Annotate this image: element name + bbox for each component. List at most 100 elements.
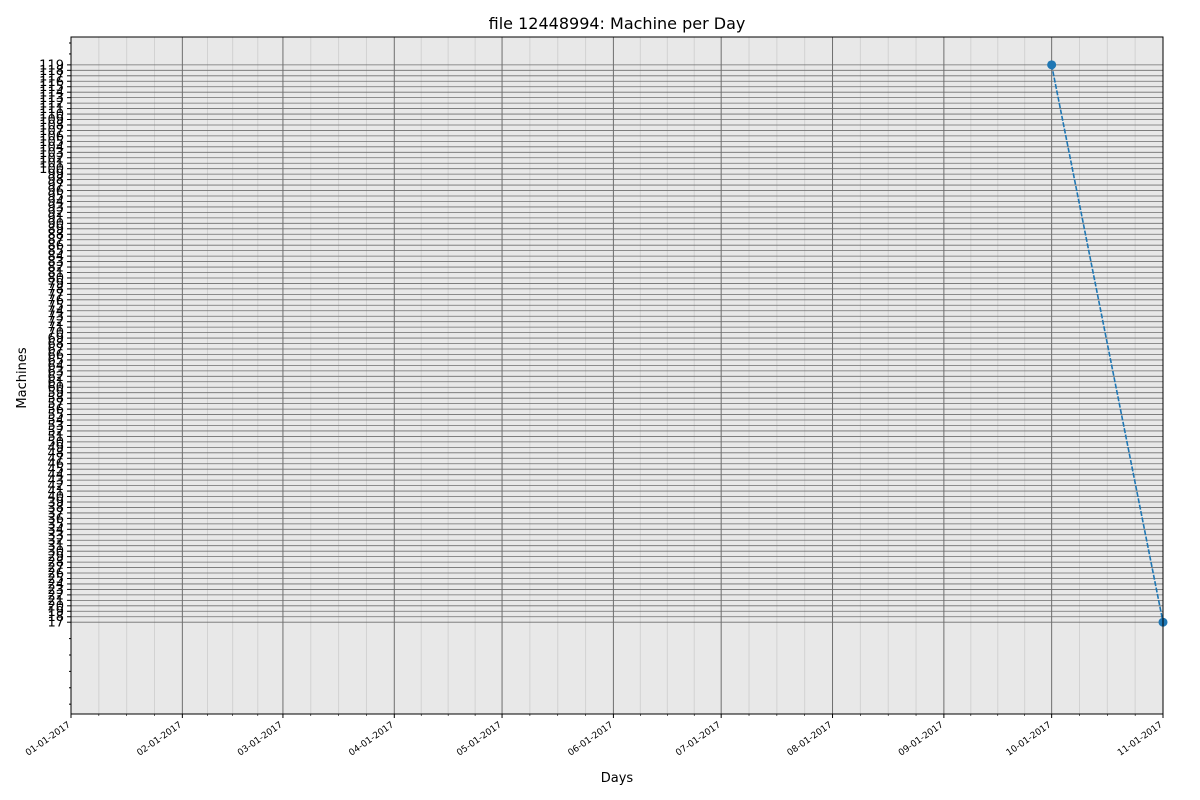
y-tick-label: 68 <box>47 337 64 352</box>
y-tick-label: 60 <box>47 381 64 396</box>
y-tick-label: 82 <box>47 261 64 276</box>
y-tick-label: 76 <box>47 293 64 308</box>
y-tick-label: 36 <box>47 512 64 527</box>
y-tick-label: 92 <box>47 206 64 221</box>
y-tick-label: 91 <box>47 211 64 226</box>
y-tick-label: 87 <box>47 233 64 248</box>
y-tick-label: 45 <box>47 463 64 478</box>
x-tick-label: 10-01-2017 <box>1005 720 1054 758</box>
y-tick-label: 100 <box>39 162 64 177</box>
y-tick-label: 18 <box>47 610 64 625</box>
y-tick-label: 110 <box>39 108 64 123</box>
y-tick-label: 23 <box>47 583 64 598</box>
y-tick-label: 39 <box>47 495 64 510</box>
y-tick-label: 99 <box>47 168 64 183</box>
y-tick-label: 108 <box>39 118 64 133</box>
y-tick-label: 26 <box>47 567 64 582</box>
y-tick-label: 103 <box>39 146 64 161</box>
y-tick-label: 54 <box>47 414 64 429</box>
y-tick-label: 78 <box>47 282 64 297</box>
y-tick-label: 32 <box>47 534 64 549</box>
y-tick-label: 65 <box>47 353 64 368</box>
y-tick-label: 42 <box>47 479 64 494</box>
y-tick-label: 55 <box>47 408 64 423</box>
y-tick-label: 88 <box>47 228 64 243</box>
y-tick-label: 113 <box>39 91 64 106</box>
y-tick-label: 52 <box>47 424 64 439</box>
y-tick-label: 46 <box>47 457 64 472</box>
y-tick-label: 41 <box>47 485 64 500</box>
y-tick-label: 97 <box>47 179 64 194</box>
y-tick-label: 33 <box>47 528 64 543</box>
y-tick-label: 90 <box>47 217 64 232</box>
y-tick-label: 98 <box>47 173 64 188</box>
data-point <box>1047 60 1057 70</box>
y-tick-label: 71 <box>47 321 64 336</box>
x-tick-label: 04-01-2017 <box>347 720 396 758</box>
y-tick-label: 101 <box>39 157 64 172</box>
y-tick-label: 48 <box>47 446 64 461</box>
y-tick-label: 75 <box>47 299 64 314</box>
y-tick-label: 64 <box>47 359 64 374</box>
y-tick-label: 24 <box>47 577 64 592</box>
y-tick-label: 63 <box>47 364 64 379</box>
series-line <box>1050 64 1164 623</box>
x-tick-label: 11-01-2017 <box>1116 720 1165 758</box>
x-tick-label: 09-01-2017 <box>897 720 946 758</box>
y-tick-label: 31 <box>47 539 64 554</box>
y-tick-label: 116 <box>39 75 64 90</box>
y-tick-label: 30 <box>47 545 64 560</box>
y-tick-label: 35 <box>47 517 64 532</box>
y-tick-label: 28 <box>47 556 64 571</box>
y-tick-label: 29 <box>47 550 64 565</box>
y-tick-label: 44 <box>47 468 64 483</box>
y-tick-label: 95 <box>47 190 64 205</box>
y-tick-label: 109 <box>39 113 64 128</box>
y-tick-label: 119 <box>39 58 64 73</box>
x-axis-label: Days <box>601 771 634 786</box>
y-tick-label: 96 <box>47 184 64 199</box>
y-tick-label: 69 <box>47 332 64 347</box>
y-tick-label: 86 <box>47 239 64 254</box>
y-tick-label: 93 <box>47 200 64 215</box>
y-tick-label: 84 <box>47 250 64 265</box>
y-tick-label: 53 <box>47 419 64 434</box>
y-tick-label: 38 <box>47 501 64 516</box>
y-tick-label: 27 <box>47 561 64 576</box>
y-tick-label: 106 <box>39 129 64 144</box>
y-tick-label: 49 <box>47 441 64 456</box>
y-tick-label: 114 <box>39 86 64 101</box>
y-tick-label: 112 <box>39 97 64 112</box>
x-tick-label: 06-01-2017 <box>567 720 616 758</box>
y-tick-label: 17 <box>47 616 64 631</box>
y-tick-label: 57 <box>47 397 64 412</box>
y-tick-label: 19 <box>47 605 64 620</box>
x-tick-label: 08-01-2017 <box>786 720 835 758</box>
y-tick-label: 21 <box>47 594 64 609</box>
y-tick-label: 89 <box>47 222 64 237</box>
y-tick-labels: 1718192021222324252627282930313233343536… <box>39 58 64 630</box>
y-tick-label: 73 <box>47 310 64 325</box>
y-tick-label: 77 <box>47 288 64 303</box>
y-tick-label: 94 <box>47 195 64 210</box>
y-tick-label: 74 <box>47 304 64 319</box>
y-tick-label: 43 <box>47 474 64 489</box>
minor-grid <box>98 37 1136 714</box>
y-tick-label: 81 <box>47 266 64 281</box>
y-tick-label: 56 <box>47 403 64 418</box>
y-tick-label: 66 <box>47 348 64 363</box>
y-tick-label: 118 <box>39 64 64 79</box>
y-tick-label: 51 <box>47 430 64 445</box>
y-tick-label: 20 <box>47 599 64 614</box>
x-tick-labels: 01-01-2017 02-01-2017 03-01-2017 04-01-2017… <box>24 720 1165 758</box>
y-tick-label: 111 <box>39 102 64 117</box>
x-tick-label: 07-01-2017 <box>674 720 723 758</box>
y-tick-label: 62 <box>47 370 64 385</box>
major-grid <box>70 37 1164 714</box>
y-tick-label: 22 <box>47 588 64 603</box>
y-tick-label: 25 <box>47 572 64 587</box>
y-tick-marks <box>67 42 71 705</box>
y-tick-label: 50 <box>47 435 64 450</box>
